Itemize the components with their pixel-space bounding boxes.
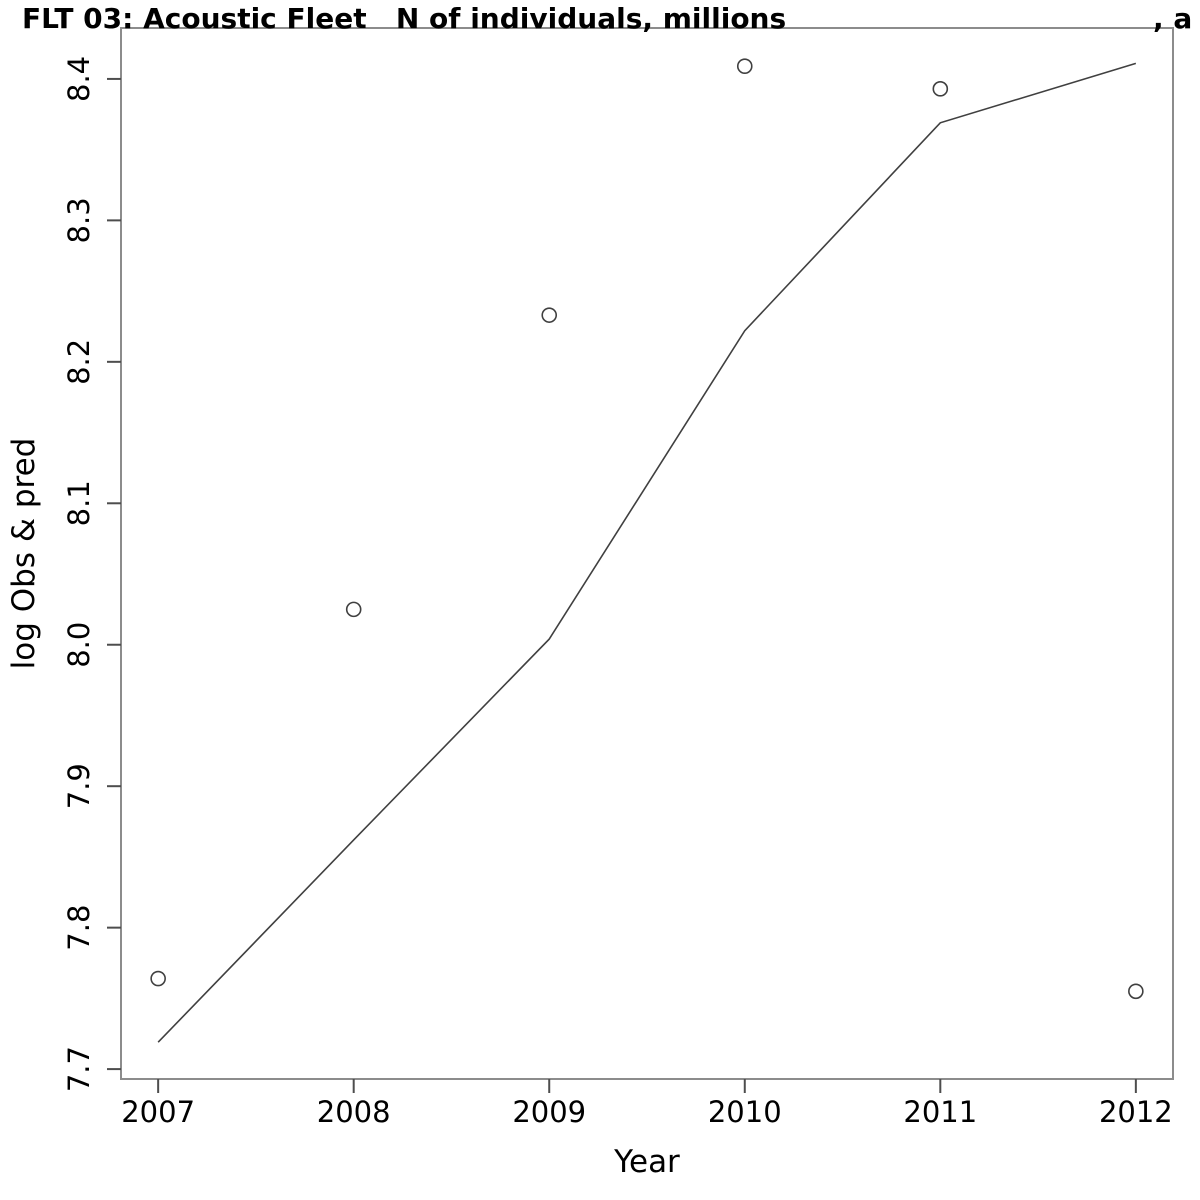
data-point [541,307,558,323]
y-tick-label: 8.3 [62,197,96,243]
x-tick-label: 2011 [903,1095,977,1129]
chart-title: FLT 03: Acoustic Fleet N of individuals,… [22,2,787,35]
y-tick-label: 8.0 [62,622,96,668]
prediction-line [157,62,1137,1043]
data-point [345,601,362,618]
data-point [1128,983,1144,1000]
x-axis-title: Year [613,1144,680,1180]
y-axis-title: log Obs & pred [6,438,42,670]
y-tick-label: 8.2 [62,339,96,385]
y-tick-label: 7.8 [62,905,96,951]
y-tick-label: 8.4 [62,56,96,102]
y-tick-label: 8.1 [62,480,96,526]
y-tick-label: 7.7 [62,1046,96,1092]
plot-frame [120,27,1174,1080]
x-tick-label: 2008 [317,1095,391,1129]
x-tick-label: 2010 [708,1095,782,1129]
y-tick-label: 7.9 [62,763,96,809]
x-tick-label: 2007 [121,1095,195,1129]
x-tick-label: 2009 [512,1095,586,1129]
data-point [736,58,753,74]
x-tick-label: 2012 [1099,1095,1173,1129]
data-point [150,970,166,987]
chart-title-right-fragment: , a [1153,2,1193,35]
data-point [932,81,949,97]
